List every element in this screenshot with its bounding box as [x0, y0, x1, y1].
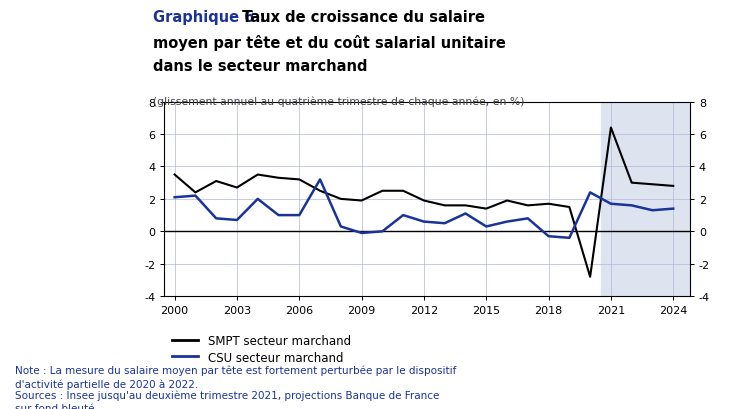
Text: dans le secteur marchand: dans le secteur marchand: [153, 59, 368, 74]
Text: moyen par tête et du coût salarial unitaire: moyen par tête et du coût salarial unita…: [153, 35, 506, 51]
Legend: SMPT secteur marchand, CSU secteur marchand: SMPT secteur marchand, CSU secteur march…: [167, 330, 356, 369]
Bar: [601, 102, 694, 297]
Text: (glissement annuel au quatrième trimestre de chaque année, en %): (glissement annuel au quatrième trimestr…: [153, 96, 525, 107]
Text: Taux de croissance du salaire: Taux de croissance du salaire: [237, 10, 485, 25]
Text: Sources : Insee jusqu'au deuxième trimestre 2021, projections Banque de France
s: Sources : Insee jusqu'au deuxième trimes…: [15, 389, 439, 409]
Text: Graphique 6 :: Graphique 6 :: [153, 10, 266, 25]
Text: Note : La mesure du salaire moyen par tête est fortement perturbée par le dispos: Note : La mesure du salaire moyen par tê…: [15, 365, 456, 389]
